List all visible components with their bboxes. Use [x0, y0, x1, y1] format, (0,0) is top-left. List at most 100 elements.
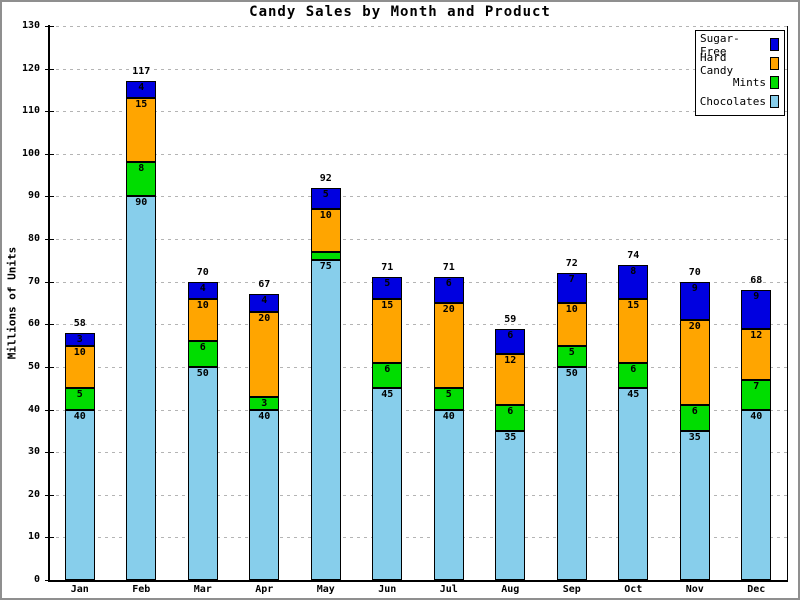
bar-segment-mints [741, 379, 772, 410]
y-tick-label: 90 [27, 190, 40, 202]
month-label: May [316, 584, 335, 595]
bar-segment-label: 15 [381, 299, 394, 311]
bar-segment-hard-candy [187, 298, 218, 342]
bar-segment-label: 20 [688, 321, 701, 333]
legend: Sugar-Free Hard Candy Mints Chocolates [695, 30, 785, 116]
bar-segment-label: 75 [319, 261, 332, 273]
bar-segment-chocolates [433, 409, 464, 580]
legend-swatch [770, 57, 779, 70]
bar-segment-label: 40 [750, 410, 763, 422]
month-label: Jun [378, 584, 397, 595]
bar-segment-label: 5 [384, 278, 391, 290]
bar-segment-label: 35 [688, 431, 701, 443]
bar-segment-label: 6 [445, 278, 452, 290]
y-tick-label: 120 [21, 62, 40, 74]
bar-segment-sugar-free [310, 187, 341, 210]
y-tick-label: 60 [27, 318, 40, 330]
bar-segment-label: 8 [630, 265, 637, 277]
bar-segment-label: 35 [504, 431, 517, 443]
bar-segment-mints [249, 396, 280, 410]
x-axis [48, 580, 788, 582]
bar-total-label: 58 [73, 317, 86, 329]
month-label: Feb [132, 584, 151, 595]
bar-segment-label: 15 [627, 299, 640, 311]
bar-segment-mints [433, 388, 464, 410]
bar-segment-label: 50 [565, 367, 578, 379]
y-axis [48, 25, 50, 581]
bar-segment-label: 10 [565, 304, 578, 315]
bar-segment-label: 6 [199, 342, 206, 354]
bar-segment-hard-candy [679, 320, 710, 406]
bar-segment-sugar-free [433, 277, 464, 303]
bar-total-label: 68 [750, 275, 763, 287]
bar-segment-mints [679, 405, 710, 431]
bar-segment-label: 40 [442, 410, 455, 422]
gridline [49, 409, 787, 411]
bar-segment-label: 4 [199, 282, 206, 294]
legend-swatch [770, 76, 779, 89]
month-label: Jan [70, 584, 89, 595]
legend-item: Chocolates [700, 93, 779, 110]
bar-total-label: 71 [381, 262, 394, 274]
y-tick-label: 0 [33, 574, 40, 585]
legend-swatch [770, 38, 779, 51]
gridline [49, 494, 787, 496]
bar-segment-sugar-free [64, 332, 95, 346]
bar-segment-label: 4 [261, 295, 268, 307]
bar-segment-sugar-free [187, 281, 218, 299]
bar-segment-label: 8 [138, 163, 145, 175]
bar-segment-sugar-free [679, 281, 710, 321]
bar-segment-chocolates [741, 409, 772, 580]
bar-segment-label: 50 [196, 367, 209, 379]
legend-item: Sugar-Free [700, 32, 779, 58]
bar-segment-label: 6 [691, 406, 698, 418]
bar-segment-chocolates [249, 409, 280, 580]
legend-label: Sugar-Free [700, 31, 740, 58]
bar-segment-label: 6 [507, 329, 514, 341]
bar-segment-mints [556, 345, 587, 367]
gridline [49, 26, 787, 27]
bar-segment-label: 9 [691, 282, 698, 294]
bar-segment-hard-candy [556, 303, 587, 346]
bar-segment-label: 40 [258, 410, 271, 422]
bar-segment-sugar-free [618, 264, 649, 299]
bar-segment-hard-candy [126, 98, 157, 163]
bar-segment-hard-candy [249, 311, 280, 397]
bar-segment-hard-candy [618, 298, 649, 363]
legend-label: Hard Candy [700, 50, 734, 77]
legend-item: Mints [700, 74, 779, 91]
bar-segment-sugar-free [741, 290, 772, 329]
legend-swatch [770, 95, 779, 108]
bar-segment-chocolates [679, 430, 710, 580]
bar-segment-hard-candy [495, 354, 526, 406]
gridline [49, 537, 787, 539]
bar-total-label: 59 [504, 313, 517, 325]
bar-segment-label: 9 [753, 291, 760, 303]
bar-total-label: 74 [627, 249, 640, 261]
month-label: Mar [193, 584, 212, 595]
bar-segment-label: 3 [261, 397, 268, 409]
bar-segment-sugar-free [495, 328, 526, 355]
bar-segment-mints [495, 405, 526, 431]
bar-segment-sugar-free [372, 277, 403, 299]
legend-item: Hard Candy [700, 51, 779, 77]
bar-segment-label: 7 [568, 274, 575, 286]
gridline [49, 239, 787, 241]
bar-segment-label: 10 [73, 346, 86, 358]
gridline [49, 324, 787, 326]
bar-segment-label: 5 [568, 346, 575, 358]
bar-segment-hard-candy [372, 298, 403, 363]
bar-segment-label: 45 [627, 389, 640, 401]
bar-segment-label: 20 [442, 304, 455, 315]
y-tick-label: 30 [27, 446, 40, 458]
chart-title: Candy Sales by Month and Product [249, 4, 551, 20]
bar-segment-mints [64, 388, 95, 410]
bar-segment-chocolates [187, 366, 218, 580]
bar-segment-hard-candy [64, 345, 95, 389]
y-tick-label: 10 [27, 531, 40, 543]
bar-segment-label: 3 [76, 333, 83, 345]
bar-segment-label: 10 [319, 210, 332, 222]
bar-segment-chocolates [372, 388, 403, 580]
